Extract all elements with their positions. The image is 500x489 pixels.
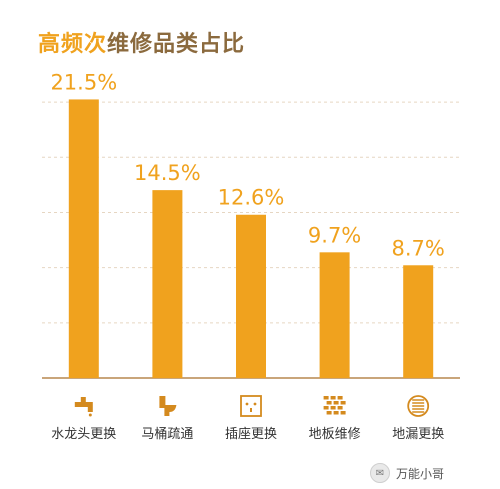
watermark: ✉ 万能小哥 xyxy=(369,463,444,483)
bar-5 xyxy=(403,265,434,378)
wechat-icon: ✉ xyxy=(369,463,390,483)
watermark-text: 万能小哥 xyxy=(395,466,444,481)
socket-icon xyxy=(240,395,262,417)
category-label-3: 插座更换 xyxy=(225,427,277,442)
category-label-1: 水龙头更换 xyxy=(51,427,116,442)
drain-icon xyxy=(407,395,430,417)
faucet-icon xyxy=(74,397,93,417)
toilet-icon xyxy=(159,396,177,416)
floor-icon xyxy=(323,396,346,415)
bar-3 xyxy=(236,214,266,378)
value-label-5: 8.7% xyxy=(392,236,445,260)
category-label-2: 马桶疏通 xyxy=(141,427,193,442)
title-rest: 维修品类占比 xyxy=(107,32,246,57)
bar-1 xyxy=(68,99,99,378)
value-label-4: 9.7% xyxy=(308,223,361,247)
chart-title: 高频次维修品类占比 xyxy=(38,26,245,58)
value-label-1: 21.5% xyxy=(50,70,117,94)
value-label-2: 14.5% xyxy=(134,161,201,185)
category-label-5: 地漏更换 xyxy=(392,426,444,442)
title-highlight: 高频次 xyxy=(38,32,108,57)
value-label-3: 12.6% xyxy=(218,186,285,210)
category-label-4: 地板维修 xyxy=(309,427,361,442)
bar-4 xyxy=(319,252,350,378)
bar-2 xyxy=(152,190,183,378)
